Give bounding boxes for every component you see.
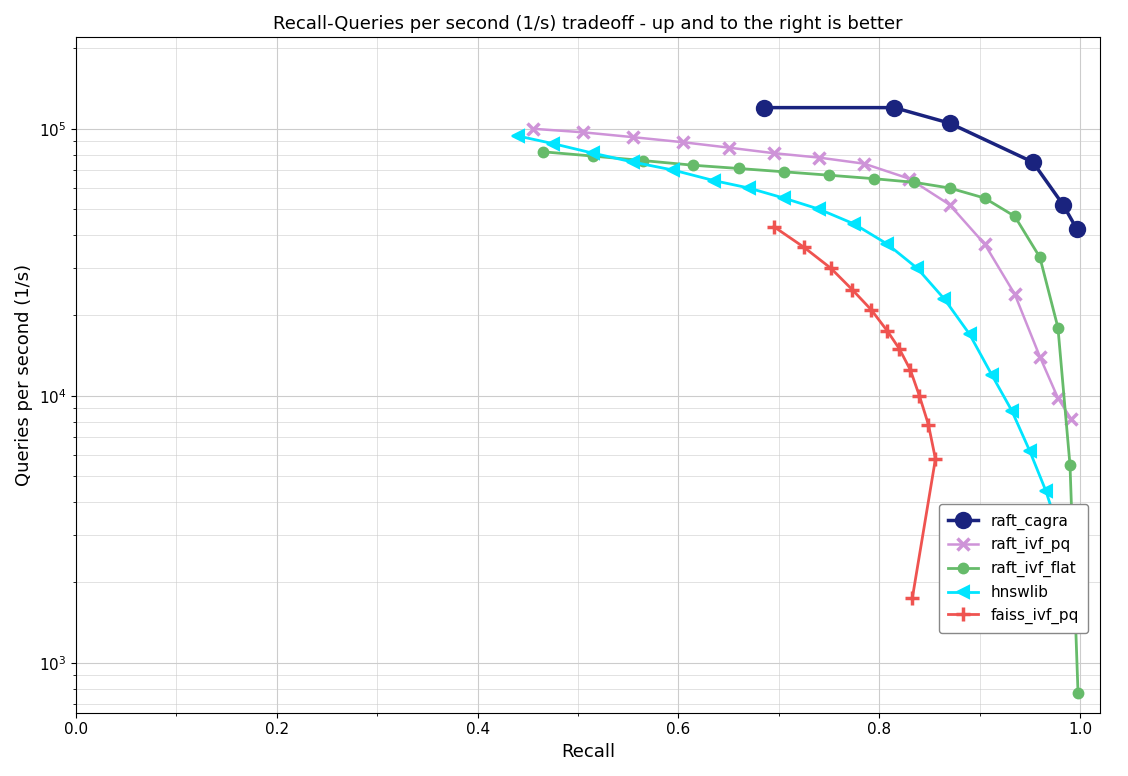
faiss_ivf_pq (913, 391, 926, 400)
hnswlib (985, 370, 998, 379)
raft_ivf_flat (822, 171, 836, 180)
hnswlib (1023, 446, 1037, 456)
raft_ivf_flat (1072, 688, 1085, 698)
hnswlib (1039, 487, 1052, 496)
raft_ivf_flat (1051, 323, 1065, 332)
raft_ivf_pq (576, 127, 590, 137)
faiss_ivf_pq (922, 420, 935, 429)
raft_ivf_flat (732, 164, 746, 173)
hnswlib (812, 205, 826, 214)
hnswlib (1069, 604, 1083, 613)
raft_ivf_pq (812, 153, 826, 162)
raft_ivf_flat (687, 161, 700, 170)
hnswlib (587, 148, 600, 158)
Line: raft_ivf_pq: raft_ivf_pq (527, 123, 1076, 424)
raft_ivf_flat (908, 178, 922, 187)
hnswlib (1073, 619, 1086, 629)
faiss_ivf_pq (767, 222, 781, 231)
raft_ivf_flat (978, 193, 992, 203)
hnswlib (707, 176, 721, 185)
faiss_ivf_pq (906, 593, 919, 602)
Line: hnswlib: hnswlib (511, 130, 1085, 630)
hnswlib (963, 330, 977, 339)
raft_ivf_pq (943, 200, 957, 210)
faiss_ivf_pq (928, 454, 942, 463)
raft_cagra (888, 103, 901, 113)
raft_cagra (943, 119, 957, 128)
raft_ivf_pq (1064, 414, 1077, 424)
raft_ivf_flat (867, 174, 881, 183)
hnswlib (667, 165, 680, 175)
raft_ivf_pq (722, 143, 735, 152)
hnswlib (511, 131, 525, 140)
X-axis label: Recall: Recall (561, 743, 615, 761)
hnswlib (626, 158, 640, 167)
faiss_ivf_pq (892, 344, 906, 353)
raft_ivf_pq (1008, 289, 1022, 299)
faiss_ivf_pq (904, 365, 917, 375)
hnswlib (1005, 406, 1019, 415)
raft_ivf_pq (857, 159, 871, 168)
raft_ivf_pq (1033, 352, 1047, 362)
raft_cagra (1056, 200, 1069, 210)
raft_ivf_flat (587, 151, 600, 161)
Y-axis label: Queries per second (1/s): Queries per second (1/s) (15, 264, 33, 486)
raft_ivf_flat (536, 147, 549, 157)
raft_ivf_pq (1051, 393, 1065, 403)
hnswlib (742, 183, 756, 192)
Line: raft_ivf_flat: raft_ivf_flat (538, 147, 1083, 698)
faiss_ivf_pq (797, 243, 811, 252)
raft_ivf_flat (943, 183, 957, 192)
hnswlib (1052, 527, 1066, 536)
hnswlib (937, 295, 951, 304)
faiss_ivf_pq (864, 305, 878, 314)
raft_ivf_flat (777, 167, 791, 176)
hnswlib (777, 193, 791, 203)
raft_ivf_pq (902, 174, 916, 183)
raft_cagra (757, 103, 770, 113)
Legend: raft_cagra, raft_ivf_pq, raft_ivf_flat, hnswlib, faiss_ivf_pq: raft_cagra, raft_ivf_pq, raft_ivf_flat, … (938, 504, 1089, 633)
raft_ivf_pq (626, 133, 640, 142)
Line: raft_cagra: raft_cagra (756, 100, 1085, 237)
raft_ivf_flat (1064, 460, 1077, 469)
raft_ivf_pq (767, 148, 781, 158)
raft_ivf_flat (636, 156, 650, 165)
raft_cagra (1026, 158, 1040, 167)
faiss_ivf_pq (825, 264, 838, 273)
raft_ivf_pq (677, 137, 690, 147)
hnswlib (1063, 572, 1076, 581)
raft_ivf_pq (978, 240, 992, 249)
faiss_ivf_pq (845, 285, 858, 294)
raft_ivf_flat (1008, 212, 1022, 221)
hnswlib (546, 139, 559, 148)
hnswlib (881, 240, 895, 249)
raft_ivf_pq (526, 124, 539, 133)
hnswlib (910, 264, 924, 273)
Title: Recall-Queries per second (1/s) tradeoff - up and to the right is better: Recall-Queries per second (1/s) tradeoff… (273, 15, 902, 33)
faiss_ivf_pq (881, 326, 895, 335)
raft_cagra (1070, 225, 1084, 234)
raft_ivf_flat (1033, 253, 1047, 262)
hnswlib (847, 220, 861, 229)
Line: faiss_ivf_pq: faiss_ivf_pq (767, 220, 942, 605)
